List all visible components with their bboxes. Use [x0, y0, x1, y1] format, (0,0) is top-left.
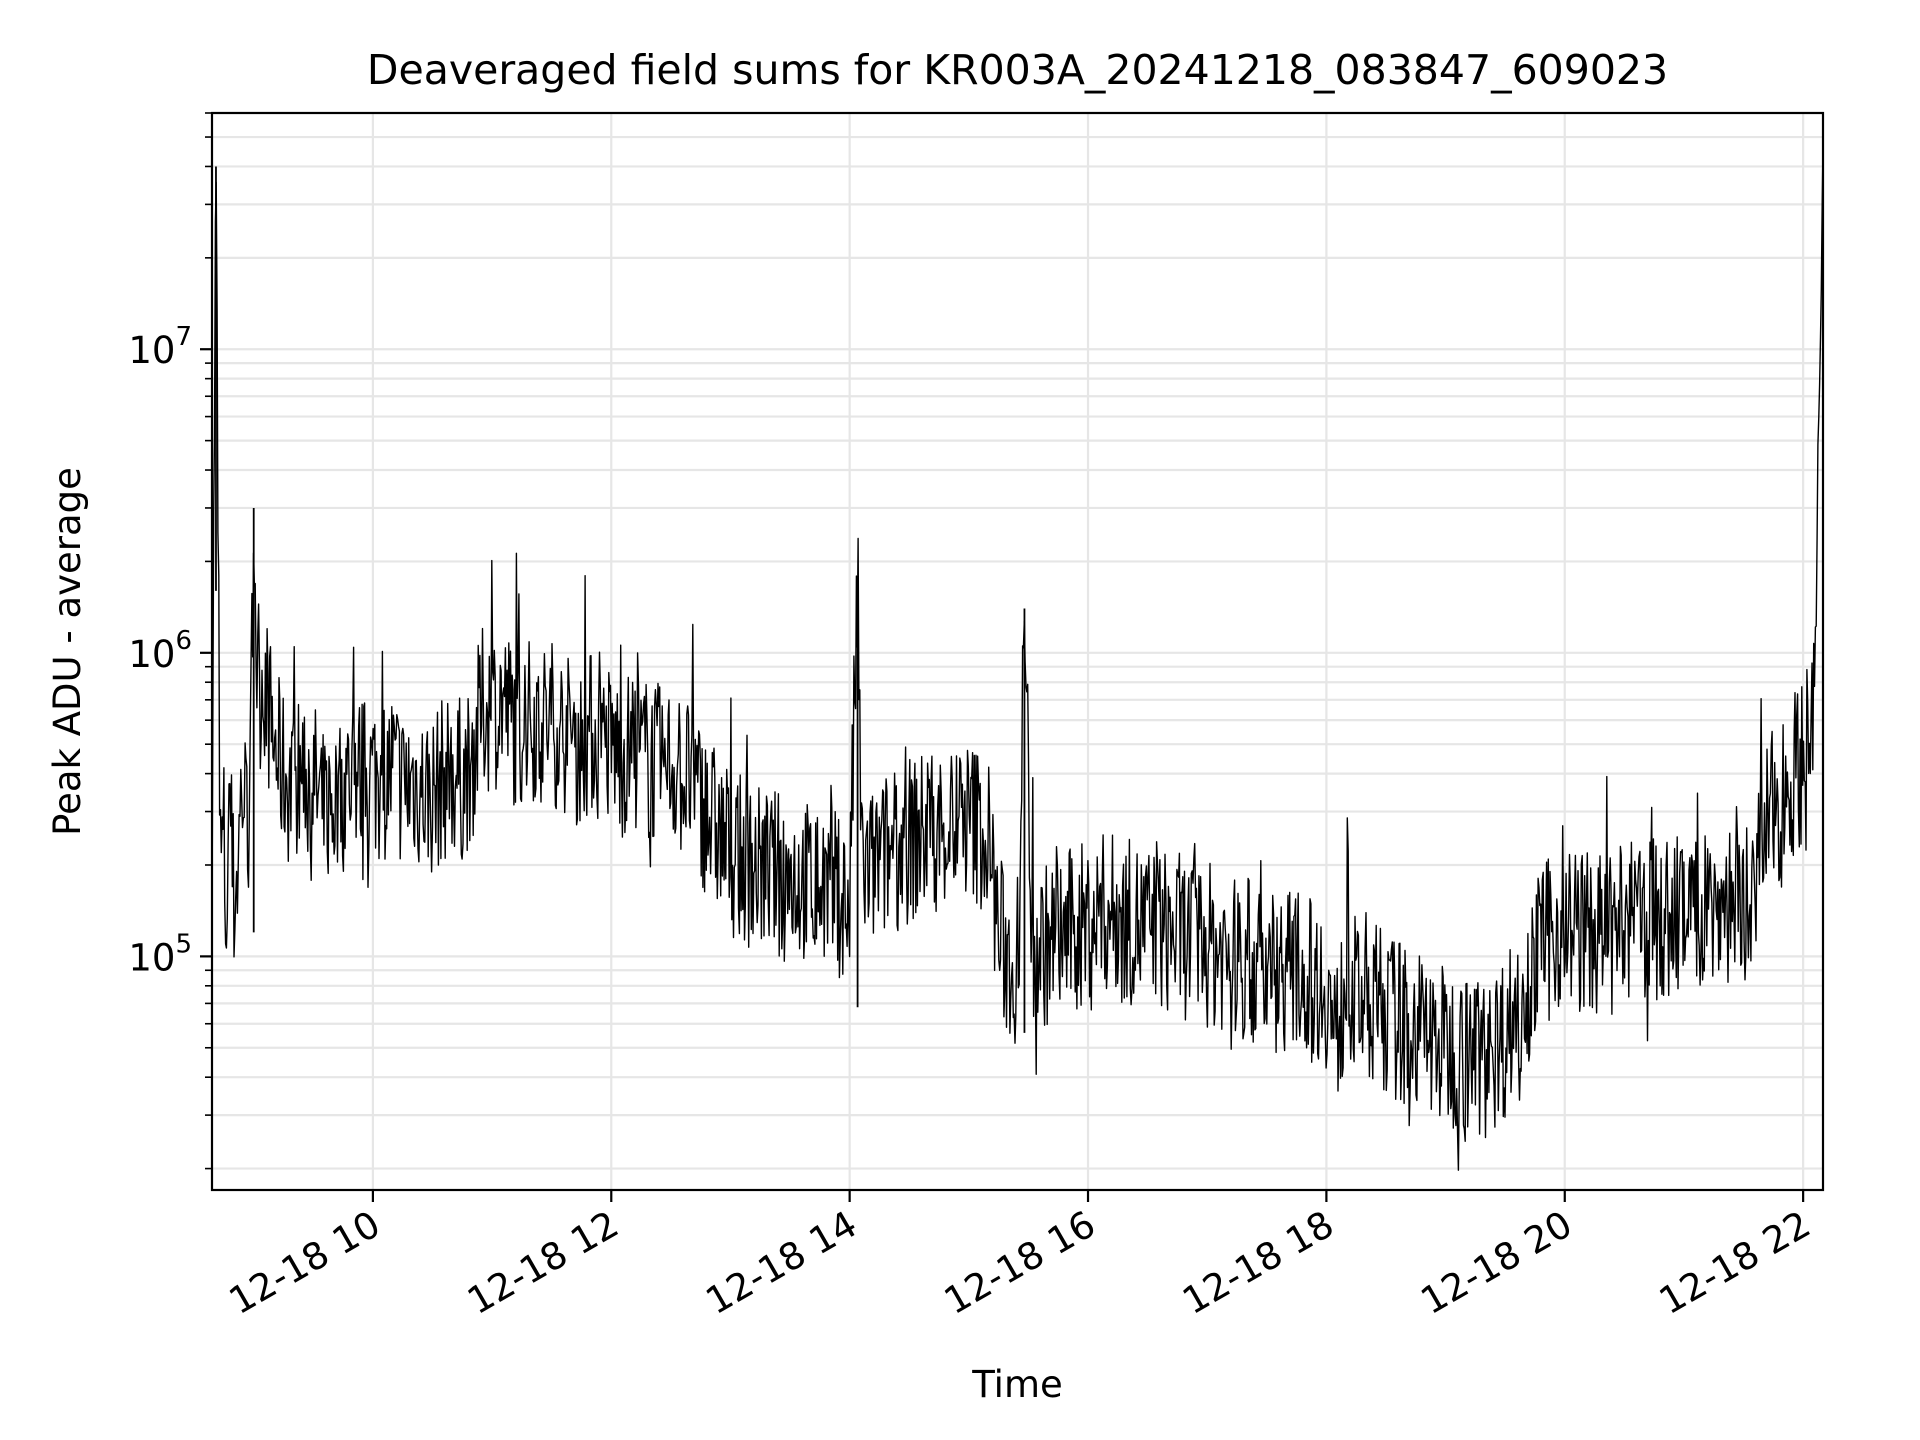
x-axis-ticks: 12-18 10 12-18 12 12-18 14 12-18 16 12-18 18… — [222, 1190, 1818, 1323]
x-axis-label: Time — [971, 1363, 1063, 1406]
x-tick-label: 12-18 10 — [222, 1203, 388, 1323]
y-tick-label: 106 — [128, 626, 192, 676]
x-tick-label: 12-18 16 — [937, 1203, 1103, 1323]
x-tick-label: 12-18 18 — [1175, 1203, 1341, 1323]
series-line — [211, 145, 1824, 1171]
chart-title: Deaveraged field sums for KR003A_2024121… — [367, 46, 1668, 94]
plot-frame — [210, 111, 1825, 1192]
y-axis-ticks: 105 106 107 — [128, 112, 212, 1170]
x-tick-label: 12-18 14 — [699, 1203, 865, 1323]
series-layer — [211, 145, 1824, 1171]
y-axis-label: Peak ADU - average — [46, 467, 89, 836]
x-tick-label: 12-18 22 — [1652, 1203, 1818, 1323]
x-tick-label: 12-18 20 — [1414, 1203, 1580, 1323]
y-tick-label: 105 — [128, 929, 192, 979]
grid-lines — [212, 111, 1823, 1190]
y-tick-label: 107 — [128, 322, 192, 372]
x-tick-label: 12-18 12 — [460, 1203, 626, 1323]
